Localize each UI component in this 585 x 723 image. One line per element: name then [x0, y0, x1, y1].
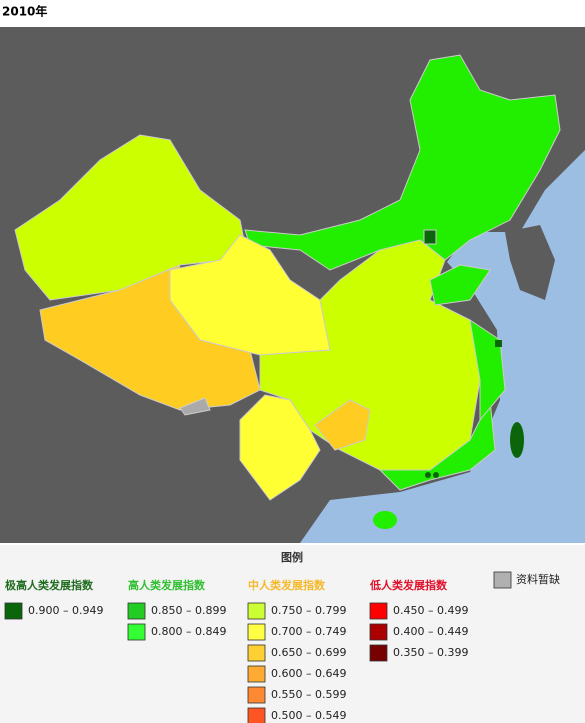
legend-swatch: [247, 644, 266, 662]
legend-swatch: [247, 707, 266, 723]
map: [0, 27, 585, 543]
legend-label: 0.750 – 0.799: [271, 604, 346, 617]
taiwan: [510, 422, 524, 458]
legend-label: 0.500 – 0.549: [271, 709, 346, 722]
xinjiang: [14, 134, 246, 301]
legend-background: [0, 545, 585, 723]
legend-swatch: [127, 623, 146, 641]
hainan: [373, 511, 397, 529]
legend-label: 0.550 – 0.599: [271, 688, 346, 701]
hongkong: [425, 472, 431, 478]
macau: [433, 472, 439, 478]
korea: [505, 225, 555, 300]
no-data-area: [179, 397, 211, 416]
legend-swatch: [247, 665, 266, 683]
legend-swatch: [247, 602, 266, 620]
legend-swatch: [493, 571, 512, 589]
legend-swatch: [247, 686, 266, 704]
legend-swatch: [369, 644, 388, 662]
legend-swatch: [247, 623, 266, 641]
northeast: [244, 54, 561, 271]
legend-group-title: 极高人类发展指数: [5, 578, 94, 592]
shandong: [429, 264, 491, 306]
guizhou: [314, 399, 371, 451]
yunnan: [239, 394, 321, 501]
legend-label: 资料暂缺: [516, 572, 560, 586]
beijing: [423, 229, 437, 245]
legend-label: 0.700 – 0.749: [271, 625, 346, 638]
legend-group-title: 中人类发展指数: [248, 578, 326, 592]
legend-swatch: [369, 602, 388, 620]
shanghai: [495, 340, 502, 347]
guangdong: [378, 398, 496, 491]
legend-label: 0.850 – 0.899: [151, 604, 226, 617]
legend-label: 0.600 – 0.649: [271, 667, 346, 680]
legend-group-title: 高人类发展指数: [128, 578, 206, 592]
legend-label: 0.400 – 0.449: [393, 625, 468, 638]
legend-label: 0.800 – 0.849: [151, 625, 226, 638]
legend-title: 图例: [281, 550, 303, 564]
legend-swatch: [4, 602, 23, 620]
legend-label: 0.650 – 0.699: [271, 646, 346, 659]
legend-label: 0.450 – 0.499: [393, 604, 468, 617]
legend-label: 0.350 – 0.399: [393, 646, 468, 659]
legend-swatch: [127, 602, 146, 620]
legend-label: 0.900 – 0.949: [28, 604, 103, 617]
legend-swatch: [369, 623, 388, 641]
legend-group-title: 低人类发展指数: [369, 578, 448, 592]
title: 2010年: [2, 4, 47, 19]
